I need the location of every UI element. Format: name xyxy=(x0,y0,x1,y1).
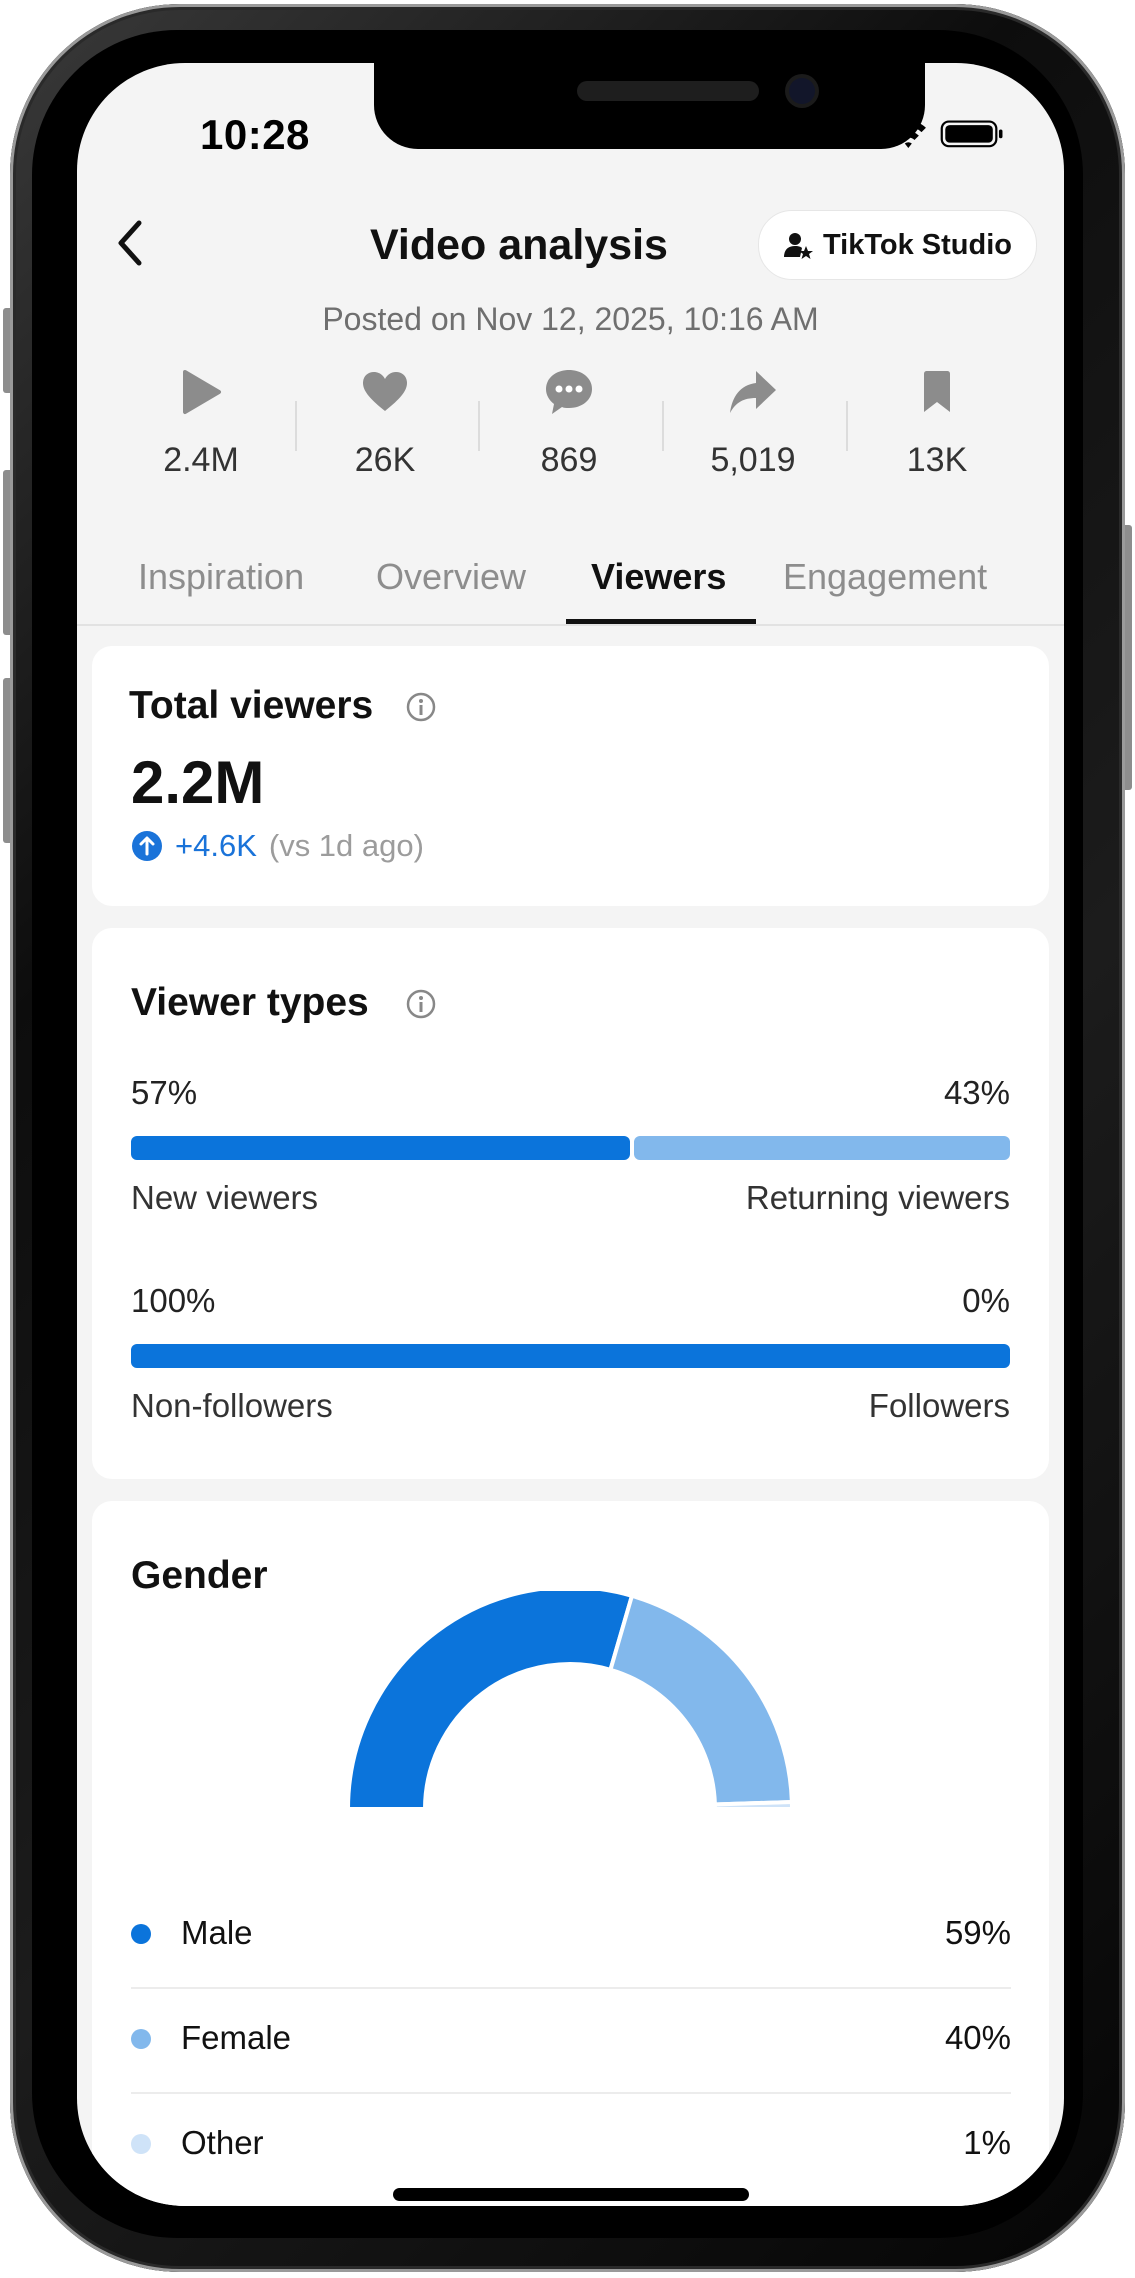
heart-icon xyxy=(363,372,407,411)
stat-value: 26K xyxy=(354,441,416,479)
phone-screen: 10:28 Video analysis TikTok Studio Poste… xyxy=(77,63,1064,2206)
legend-value: 1% xyxy=(963,2124,1011,2161)
stat-comments: 869 xyxy=(477,363,661,480)
legend-label: Other xyxy=(181,2124,264,2161)
total-viewers-value: 2.2M xyxy=(131,749,265,816)
divider xyxy=(846,401,848,451)
legend-dot xyxy=(131,2134,151,2154)
non-followers-bar xyxy=(131,1344,1010,1368)
followers-label: Followers xyxy=(868,1387,1010,1424)
legend-dot xyxy=(131,2029,151,2049)
viewer-types-card: Viewer types 57% 43% New viewers Returni… xyxy=(92,928,1049,1479)
chart-slice-female xyxy=(607,1593,794,1807)
tiktok-studio-button[interactable]: TikTok Studio xyxy=(758,210,1037,280)
share-icon xyxy=(730,371,776,413)
arrow-up-circle-icon xyxy=(132,831,162,861)
legend-label: Female xyxy=(181,2019,292,2056)
divider xyxy=(295,401,297,451)
page-title: Video analysis xyxy=(370,221,668,269)
legend-value: 59% xyxy=(944,1914,1011,1951)
total-viewers-card: Total viewers 2.2M +4.6K (vs 1d ago) xyxy=(92,646,1049,906)
divider xyxy=(77,624,1064,626)
play-icon xyxy=(183,370,221,414)
gender-donut-chart xyxy=(345,1591,795,1811)
info-icon[interactable] xyxy=(405,691,437,723)
legend-label: Male xyxy=(181,1914,253,1951)
legend-item-other: Other 1% xyxy=(131,2096,1011,2196)
stat-value: 2.4M xyxy=(163,441,239,479)
phone-side-button xyxy=(3,470,13,635)
card-title: Gender xyxy=(131,1554,268,1597)
gender-card: Gender Male 59% Female 40% Other 1% xyxy=(92,1501,1049,2206)
legend-item-female: Female 40% xyxy=(131,1991,1011,2091)
phone-side-button xyxy=(3,308,13,393)
stat-value: 5,019 xyxy=(710,441,796,479)
divider xyxy=(131,2092,1011,2094)
non-followers-label: Non-followers xyxy=(131,1387,333,1424)
returning-viewers-pct: 43% xyxy=(943,1074,1010,1111)
legend-item-male: Male 59% xyxy=(131,1886,1011,1986)
status-time: 10:28 xyxy=(200,111,310,158)
battery-icon xyxy=(940,120,1003,148)
delta-value: +4.6K xyxy=(175,828,257,863)
card-title: Viewer types xyxy=(131,981,369,1024)
phone-side-button xyxy=(3,678,13,843)
notch xyxy=(374,63,925,149)
front-camera xyxy=(789,78,815,104)
card-title: Total viewers xyxy=(129,684,374,727)
user-star-icon xyxy=(783,233,813,259)
tiktok-studio-label: TikTok Studio xyxy=(822,228,1013,261)
speaker-grille xyxy=(577,81,759,101)
viewers-change: +4.6K (vs 1d ago) xyxy=(131,828,424,864)
stat-value: 13K xyxy=(906,441,968,479)
followers-pct: 0% xyxy=(962,1282,1010,1319)
divider xyxy=(478,401,480,451)
active-tab-indicator xyxy=(566,619,756,624)
new-viewers-label: New viewers xyxy=(131,1179,319,1216)
home-indicator[interactable] xyxy=(393,2188,749,2201)
non-followers-pct: 100% xyxy=(131,1282,216,1319)
tab-viewers[interactable]: Viewers xyxy=(591,556,727,597)
returning-viewers-bar xyxy=(634,1136,1010,1160)
stat-value: 869 xyxy=(540,441,598,479)
legend-value: 40% xyxy=(944,2019,1011,2056)
chart-slice-male xyxy=(345,1591,635,1811)
new-viewers-bar xyxy=(131,1136,630,1160)
stat-likes: 26K xyxy=(293,363,477,480)
info-icon[interactable] xyxy=(405,988,437,1020)
delta-comparison: (vs 1d ago) xyxy=(268,828,424,863)
tab-inspiration[interactable]: Inspiration xyxy=(138,556,305,597)
stat-shares: 5,019 xyxy=(661,363,845,480)
posted-date: Posted on Nov 12, 2025, 10:16 AM xyxy=(322,301,819,337)
phone-side-button xyxy=(1122,525,1132,790)
chart-slice-other xyxy=(712,1799,795,1811)
tab-overview[interactable]: Overview xyxy=(376,556,527,597)
stat-saves: 13K xyxy=(845,363,1029,480)
tab-engagement[interactable]: Engagement xyxy=(783,556,988,597)
legend-dot xyxy=(131,1924,151,1944)
divider xyxy=(131,1987,1011,1989)
divider xyxy=(662,401,664,451)
comment-icon xyxy=(546,370,592,414)
bookmark-icon xyxy=(924,371,950,412)
stat-plays: 2.4M xyxy=(109,363,293,480)
new-viewers-pct: 57% xyxy=(131,1074,198,1111)
back-arrow-icon[interactable] xyxy=(107,213,157,273)
returning-viewers-label: Returning viewers xyxy=(745,1179,1010,1216)
